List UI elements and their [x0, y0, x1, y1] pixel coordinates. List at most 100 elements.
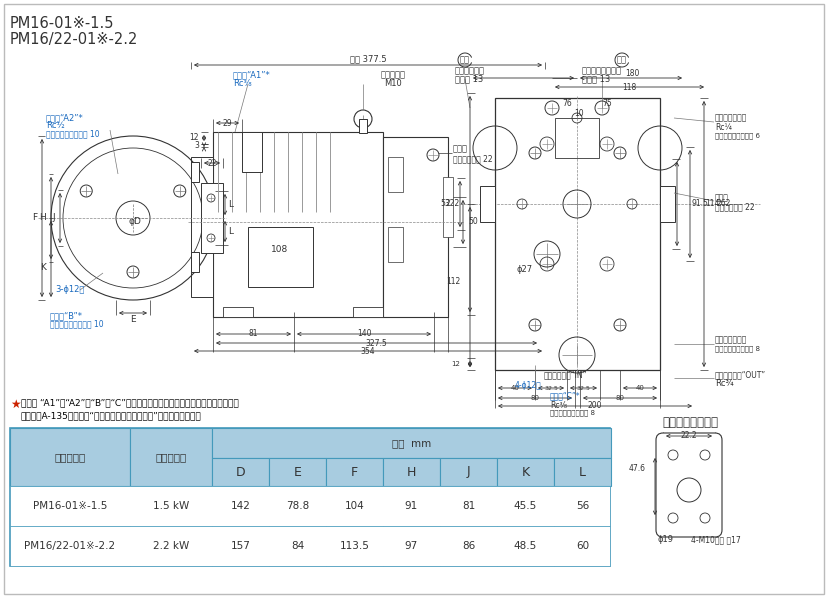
Text: 吸込みポート“IN”: 吸込みポート“IN”	[543, 371, 586, 380]
Bar	[241, 132, 261, 172]
Text: 22.2: 22.2	[680, 432, 696, 441]
Text: 50: 50	[467, 218, 477, 227]
Text: L: L	[228, 200, 233, 209]
Bar	[383, 137, 447, 317]
Text: 81: 81	[461, 501, 475, 511]
Bar	[352, 307, 383, 317]
Text: 142: 142	[230, 501, 250, 511]
FancyBboxPatch shape	[655, 433, 721, 537]
Text: PM16/22-01※-2.2: PM16/22-01※-2.2	[25, 541, 116, 551]
Text: 118: 118	[622, 83, 636, 91]
Text: 45.5: 45.5	[514, 501, 537, 511]
Text: 81: 81	[248, 329, 258, 338]
Bar	[10, 526, 609, 566]
Text: 60: 60	[576, 541, 588, 551]
Text: 注油口: 注油口	[715, 194, 728, 203]
Text: 最大 377.5: 最大 377.5	[349, 54, 386, 63]
Text: 12: 12	[189, 133, 198, 142]
Bar	[442, 177, 452, 237]
Text: E: E	[294, 465, 301, 478]
Text: PM16-01※-1.5: PM16-01※-1.5	[33, 501, 107, 511]
Bar	[383, 458, 439, 486]
Text: 108: 108	[271, 245, 289, 254]
Bar	[480, 186, 495, 222]
Text: F: F	[31, 213, 37, 222]
Bar	[191, 252, 198, 272]
Text: 圧力検出ポート: 圧力検出ポート	[715, 114, 747, 123]
Text: J: J	[466, 465, 470, 478]
Text: 104: 104	[344, 501, 364, 511]
Text: 76: 76	[562, 99, 571, 108]
Text: ポート“A2”*: ポート“A2”*	[46, 114, 84, 123]
Text: 200: 200	[587, 401, 601, 410]
Text: 113.5: 113.5	[339, 541, 369, 551]
Text: プラグ六角穴二面幅 10: プラグ六角穴二面幅 10	[46, 130, 99, 139]
Bar	[554, 118, 598, 158]
Text: 91: 91	[404, 501, 418, 511]
Text: F: F	[351, 465, 357, 478]
Text: H: H	[39, 213, 46, 222]
Bar	[10, 486, 609, 526]
Bar	[495, 98, 659, 370]
Bar	[213, 132, 383, 317]
Text: 吐出し量調整ねじ: 吐出し量調整ねじ	[581, 66, 621, 75]
Text: L: L	[578, 465, 586, 478]
Text: 22: 22	[207, 158, 217, 167]
Text: M10: M10	[384, 80, 401, 89]
Bar	[212, 428, 610, 458]
Text: 180: 180	[624, 69, 638, 78]
Text: ★: ★	[10, 398, 21, 411]
Bar	[10, 428, 609, 566]
Text: ポート“C”*: ポート“C”*	[549, 392, 580, 401]
Text: ϕ27: ϕ27	[516, 264, 533, 273]
Bar	[496, 458, 553, 486]
Text: プラグ六角穴二面幅 6: プラグ六角穴二面幅 6	[715, 133, 759, 139]
Text: プラグ六角穴二面幅 8: プラグ六角穴二面幅 8	[549, 410, 595, 416]
Bar	[553, 458, 610, 486]
Text: 29: 29	[222, 118, 232, 127]
Text: K: K	[521, 465, 529, 478]
Text: 140: 140	[356, 329, 370, 338]
Bar	[439, 458, 496, 486]
Text: J: J	[52, 213, 55, 222]
Text: プラグ二面幅 22: プラグ二面幅 22	[715, 203, 753, 212]
Text: 97: 97	[404, 541, 418, 551]
Text: プラグ六角穴二面幅 10: プラグ六角穴二面幅 10	[50, 319, 103, 328]
Text: 40: 40	[510, 385, 519, 391]
Text: 80: 80	[614, 395, 624, 401]
Text: 10: 10	[573, 109, 583, 118]
Text: PM16/22-01※-2.2: PM16/22-01※-2.2	[10, 32, 138, 47]
Bar	[359, 119, 366, 133]
Text: プラグ二面幅 22: プラグ二面幅 22	[452, 154, 492, 163]
Text: Rc½: Rc½	[46, 121, 65, 130]
Text: 56: 56	[576, 501, 589, 511]
Bar	[326, 458, 383, 486]
Text: ポート“A1”*: ポート“A1”*	[232, 71, 270, 80]
Text: 112: 112	[445, 277, 460, 286]
Bar	[269, 458, 326, 486]
Text: E: E	[130, 315, 136, 324]
Text: PM16-01※-1.5: PM16-01※-1.5	[10, 16, 114, 31]
Text: Rc³⁄₈: Rc³⁄₈	[232, 80, 251, 89]
Text: 1.5 kW: 1.5 kW	[153, 501, 189, 511]
Text: 91.5: 91.5	[691, 200, 708, 209]
Text: ポート“B”*: ポート“B”*	[50, 312, 83, 321]
Text: 圧力調整ねじ: 圧力調整ねじ	[455, 66, 485, 75]
Text: モデル番号: モデル番号	[55, 452, 85, 462]
Text: 注油口: 注油口	[452, 145, 467, 154]
Text: 吸込みポート詳細: 吸込みポート詳細	[662, 416, 717, 429]
Text: エア抜きポート: エア抜きポート	[715, 335, 747, 344]
Bar	[212, 458, 269, 486]
Text: 電動機出力: 電動機出力	[155, 452, 186, 462]
Text: 86: 86	[461, 541, 475, 551]
Text: 157: 157	[230, 541, 250, 551]
Text: 減少: 減少	[616, 56, 626, 65]
Text: K: K	[40, 264, 46, 273]
Text: D: D	[236, 465, 245, 478]
Text: 354: 354	[361, 346, 375, 355]
Text: 3: 3	[194, 141, 198, 150]
Bar	[388, 157, 403, 192]
Text: 48.5: 48.5	[514, 541, 537, 551]
Text: φD: φD	[128, 216, 141, 225]
Bar	[191, 162, 198, 182]
